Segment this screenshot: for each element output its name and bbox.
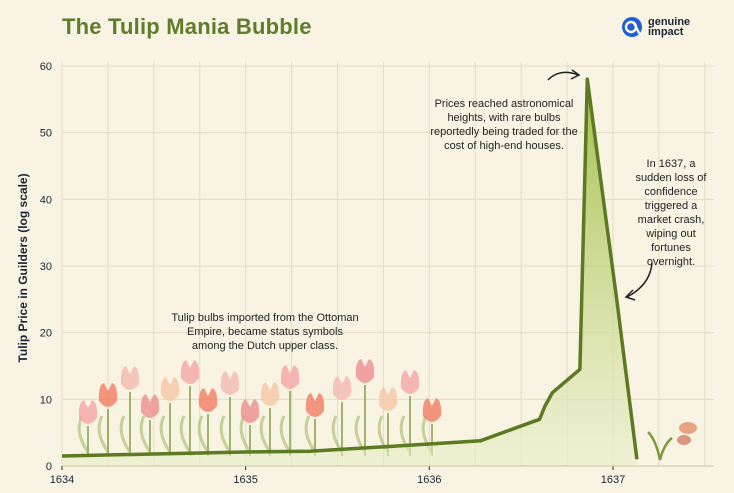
tulip-leaf [197,415,210,453]
x-axis-ticks: 1634 1635 1636 1637 [50,465,714,486]
price-line [61,77,639,460]
chart-title: The Tulip Mania Bubble [62,14,312,39]
crash-arrow [626,262,653,298]
tulip-flower [355,359,375,383]
fallen-petal [679,422,697,434]
tulip-flower [180,360,200,384]
brand-name: genuine impact [648,16,691,38]
tulip-leaf [279,415,292,453]
tulip-decoration [77,359,697,461]
brand-logo: genuine impact [621,16,690,38]
y-tick-label: 60 [40,61,52,73]
tulip-flower [422,398,442,422]
tulip-leaf [179,415,192,453]
tulip-leaf [119,415,132,453]
genuine-impact-icon [622,17,642,37]
tulip-flower [198,388,218,412]
price-area [62,79,637,467]
y-tick-label: 0 [46,461,52,473]
tulip-leaf [139,415,152,453]
peak-arrowhead [570,69,581,80]
tulip-flower [378,387,398,411]
y-tick-label: 10 [40,394,52,406]
tulip-leaf [259,415,272,453]
tulip-flower [120,366,140,390]
annotation-peak: Prices reached astronomical heights, wit… [430,98,578,152]
y-tick-label: 40 [40,194,52,206]
peak-arrow [547,71,579,81]
brand-line1: genuine [648,16,691,28]
tulip-flower [332,376,352,400]
tulip-flower [160,377,180,401]
annotation-early: Tulip bulbs imported from the Ottoman Em… [171,312,359,352]
tulip-leaf [219,415,232,453]
brand-line2: impact [648,26,684,38]
y-tick-label: 50 [40,128,52,140]
x-tick-label: 1636 [417,474,441,486]
sprout [647,431,673,461]
tulip-flower [78,400,98,424]
x-tick-label: 1637 [601,474,625,486]
annotation-crash: In 1637, a sudden loss of confidence tri… [635,158,707,268]
tulip-leaf [97,415,110,453]
y-axis-ticks: 0 10 20 30 40 50 60 [40,61,52,473]
tulip-flower [400,370,420,394]
tulip-flower [260,382,280,406]
tulip-leaf [304,415,317,453]
crash-arrowhead [624,289,636,301]
y-tick-label: 30 [40,261,52,273]
tulip-flower [140,394,160,418]
tulip-flower [98,383,118,407]
tulip-flower [305,393,325,417]
x-tick-label: 1634 [50,474,74,486]
tulip-leaf [159,415,172,453]
x-tick-label: 1635 [233,474,257,486]
tulip-flower [280,365,300,389]
fallen-petal [677,435,691,445]
tulip-flower [220,371,240,395]
y-tick-label: 20 [40,328,52,340]
y-axis-label: Tulip Price in Guilders (log scale) [16,173,30,362]
tulip-flower [240,399,260,423]
